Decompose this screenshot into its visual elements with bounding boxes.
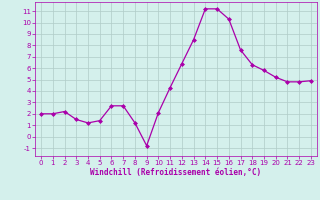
- X-axis label: Windchill (Refroidissement éolien,°C): Windchill (Refroidissement éolien,°C): [91, 168, 261, 177]
